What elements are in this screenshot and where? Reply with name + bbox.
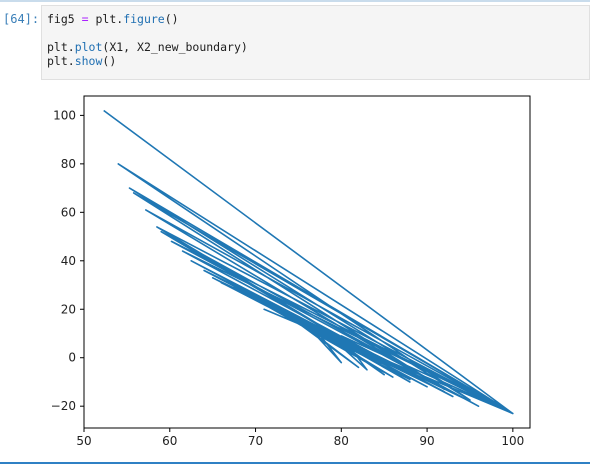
code-function: show bbox=[74, 54, 103, 68]
code-operator: = bbox=[81, 12, 89, 26]
code-token: () bbox=[102, 54, 117, 68]
x-tick-label: 80 bbox=[334, 434, 349, 448]
code-function: figure bbox=[123, 12, 165, 26]
x-tick-label: 60 bbox=[162, 434, 177, 448]
x-tick-label: 90 bbox=[419, 434, 434, 448]
y-tick-label: 100 bbox=[53, 108, 76, 122]
x-tick-label: 50 bbox=[76, 434, 91, 448]
code-token: (X1, X2_new_boundary) bbox=[102, 40, 248, 54]
y-tick-label: 20 bbox=[61, 302, 76, 316]
code-function: plot bbox=[74, 40, 103, 54]
y-tick-label: 60 bbox=[61, 205, 76, 219]
cell-prompt: [64]: bbox=[3, 12, 40, 26]
top-divider bbox=[0, 0, 590, 2]
code-token: plt. bbox=[47, 54, 75, 68]
y-tick-label: −20 bbox=[51, 399, 76, 413]
bottom-divider bbox=[0, 462, 590, 464]
code-text: fig5 = plt.figure() plt.plot(X1, X2_new_… bbox=[42, 6, 589, 68]
code-token: plt. bbox=[47, 40, 75, 54]
x-tick-label: 100 bbox=[501, 434, 524, 448]
series-line bbox=[103, 109, 514, 415]
axis-ticks: 50 60 70 80 90 100 100 80 60 40 20 0 −20 bbox=[51, 108, 525, 448]
code-cell-input[interactable]: fig5 = plt.figure() plt.plot(X1, X2_new_… bbox=[41, 5, 590, 80]
y-tick-label: 40 bbox=[61, 254, 76, 268]
code-token: () bbox=[164, 12, 179, 26]
y-tick-label: 80 bbox=[61, 157, 76, 171]
code-token: plt. bbox=[88, 12, 124, 26]
x-tick-label: 70 bbox=[248, 434, 263, 448]
code-token: fig5 bbox=[47, 12, 82, 26]
y-tick-label: 0 bbox=[68, 351, 76, 365]
